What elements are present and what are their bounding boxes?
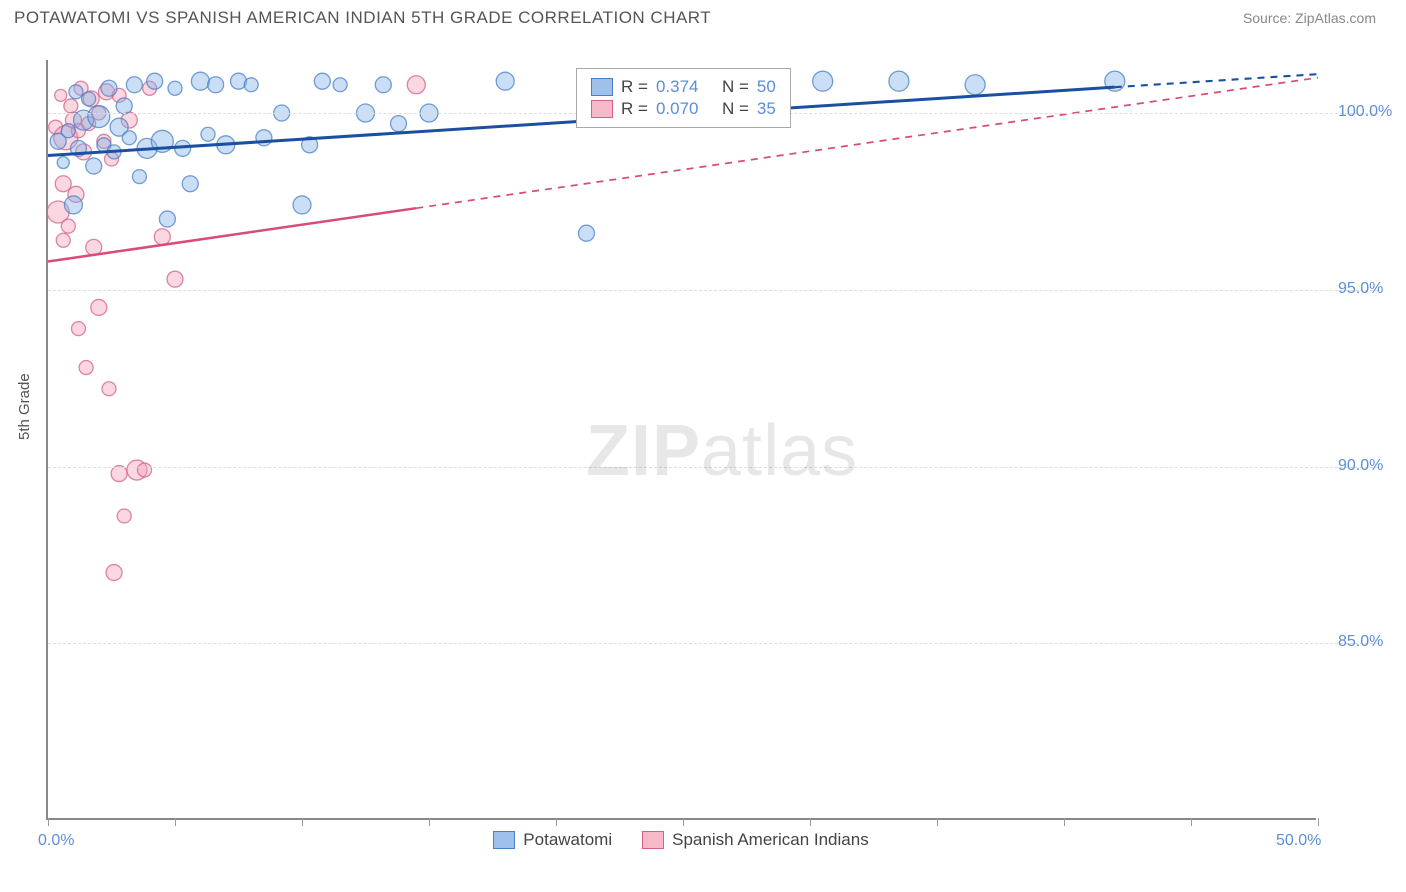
data-point bbox=[56, 233, 70, 247]
legend-label: Potawatomi bbox=[523, 830, 612, 850]
data-point bbox=[813, 71, 833, 91]
data-point bbox=[244, 78, 258, 92]
x-tick bbox=[1064, 818, 1065, 826]
data-point bbox=[293, 196, 311, 214]
data-point bbox=[391, 116, 407, 132]
data-point bbox=[71, 322, 85, 336]
x-tick bbox=[683, 818, 684, 826]
chart-container: 5th Grade R = 0.374 N = 50 R = 0.070 N =… bbox=[46, 60, 1316, 820]
r-label: R = bbox=[621, 77, 648, 97]
y-tick-label: 100.0% bbox=[1338, 103, 1406, 121]
swatch-spanish-icon bbox=[642, 831, 664, 849]
data-point bbox=[126, 77, 142, 93]
gridline bbox=[48, 290, 1378, 291]
plot-area bbox=[46, 60, 1316, 820]
data-point bbox=[168, 81, 182, 95]
data-point bbox=[117, 509, 131, 523]
data-point bbox=[61, 219, 75, 233]
legend-item-potawatomi: Potawatomi bbox=[493, 830, 612, 850]
data-point bbox=[69, 85, 83, 99]
data-point bbox=[86, 158, 102, 174]
data-point bbox=[61, 124, 75, 138]
data-point bbox=[375, 77, 391, 93]
data-point bbox=[159, 211, 175, 227]
data-point bbox=[55, 89, 67, 101]
x-tick bbox=[1191, 818, 1192, 826]
r-label: R = bbox=[621, 99, 648, 119]
data-point bbox=[167, 271, 183, 287]
x-tick bbox=[810, 818, 811, 826]
legend-item-spanish: Spanish American Indians bbox=[642, 830, 869, 850]
data-point bbox=[82, 92, 96, 106]
series-legend: Potawatomi Spanish American Indians bbox=[46, 830, 1316, 850]
n-label: N = bbox=[722, 99, 749, 119]
legend-row-spanish: R = 0.070 N = 35 bbox=[591, 99, 776, 119]
swatch-potawatomi-icon bbox=[493, 831, 515, 849]
gridline bbox=[48, 643, 1378, 644]
n-value: 50 bbox=[757, 77, 776, 97]
data-point bbox=[201, 127, 215, 141]
chart-title: POTAWATOMI VS SPANISH AMERICAN INDIAN 5T… bbox=[14, 8, 711, 28]
x-tick bbox=[175, 818, 176, 826]
data-point bbox=[314, 73, 330, 89]
data-point bbox=[138, 463, 152, 477]
x-tick bbox=[48, 818, 49, 826]
trend-line-dashed bbox=[416, 78, 1318, 209]
data-point bbox=[496, 72, 514, 90]
correlation-legend: R = 0.374 N = 50 R = 0.070 N = 35 bbox=[576, 68, 791, 128]
data-point bbox=[182, 176, 198, 192]
data-point bbox=[101, 80, 117, 96]
data-point bbox=[122, 131, 136, 145]
data-point bbox=[889, 71, 909, 91]
y-axis-label: 5th Grade bbox=[16, 373, 33, 440]
gridline bbox=[48, 467, 1378, 468]
data-point bbox=[965, 75, 985, 95]
x-tick bbox=[429, 818, 430, 826]
r-value: 0.374 bbox=[656, 77, 714, 97]
data-point bbox=[79, 361, 93, 375]
data-point bbox=[407, 76, 425, 94]
data-point bbox=[116, 98, 132, 114]
data-point bbox=[57, 157, 69, 169]
data-point bbox=[102, 382, 116, 396]
legend-row-potawatomi: R = 0.374 N = 50 bbox=[591, 77, 776, 97]
x-tick bbox=[937, 818, 938, 826]
legend-label: Spanish American Indians bbox=[672, 830, 869, 850]
data-point bbox=[132, 170, 146, 184]
data-point bbox=[55, 176, 71, 192]
data-point bbox=[64, 196, 82, 214]
data-point bbox=[578, 225, 594, 241]
n-label: N = bbox=[722, 77, 749, 97]
swatch-spanish bbox=[591, 100, 613, 118]
data-point bbox=[88, 106, 110, 128]
data-point bbox=[91, 299, 107, 315]
data-point bbox=[147, 73, 163, 89]
swatch-potawatomi bbox=[591, 78, 613, 96]
data-point bbox=[191, 72, 209, 90]
x-tick bbox=[1318, 818, 1319, 826]
source-label: Source: ZipAtlas.com bbox=[1243, 10, 1376, 26]
data-point bbox=[111, 466, 127, 482]
data-point bbox=[106, 565, 122, 581]
n-value: 35 bbox=[757, 99, 776, 119]
y-tick-label: 95.0% bbox=[1338, 280, 1406, 298]
y-tick-label: 85.0% bbox=[1338, 633, 1406, 651]
y-tick-label: 90.0% bbox=[1338, 457, 1406, 475]
trend-line bbox=[48, 208, 416, 261]
x-tick bbox=[556, 818, 557, 826]
plot-svg bbox=[48, 60, 1318, 820]
data-point bbox=[333, 78, 347, 92]
data-point bbox=[64, 99, 78, 113]
data-point bbox=[154, 229, 170, 245]
trend-line-dashed bbox=[1115, 74, 1318, 87]
r-value: 0.070 bbox=[656, 99, 714, 119]
data-point bbox=[208, 77, 224, 93]
x-tick bbox=[302, 818, 303, 826]
